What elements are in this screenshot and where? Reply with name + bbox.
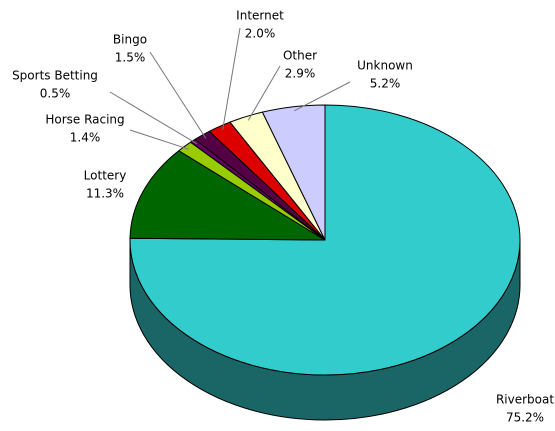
leader-line xyxy=(109,91,198,145)
slice-label: Riverboat xyxy=(496,393,554,407)
leader-line xyxy=(222,27,241,130)
slice-value-label: 75.2% xyxy=(506,411,544,425)
slice-value-label: 0.5% xyxy=(40,87,71,101)
slice-value-label: 2.0% xyxy=(245,27,276,41)
slice-label: Lottery xyxy=(84,169,127,183)
leader-line xyxy=(247,65,281,121)
slice-label: Unknown xyxy=(357,59,413,73)
leader-line xyxy=(294,81,351,112)
slice-value-label: 1.4% xyxy=(70,131,101,145)
slice-value-label: 5.2% xyxy=(370,77,401,91)
slice-label: Internet xyxy=(236,9,284,23)
slice-label: Sports Betting xyxy=(12,69,98,83)
slice-value-label: 2.9% xyxy=(285,67,316,81)
leader-line xyxy=(129,129,189,150)
leader-line xyxy=(149,51,207,139)
slice-label: Other xyxy=(283,49,317,63)
slice-label: Horse Racing xyxy=(45,113,124,127)
slice-value-label: 11.3% xyxy=(86,187,124,201)
slice xyxy=(129,150,326,241)
slice xyxy=(129,104,521,376)
slice xyxy=(261,104,326,241)
slice-label: Bingo xyxy=(113,33,147,47)
slice-value-label: 1.5% xyxy=(115,51,146,65)
